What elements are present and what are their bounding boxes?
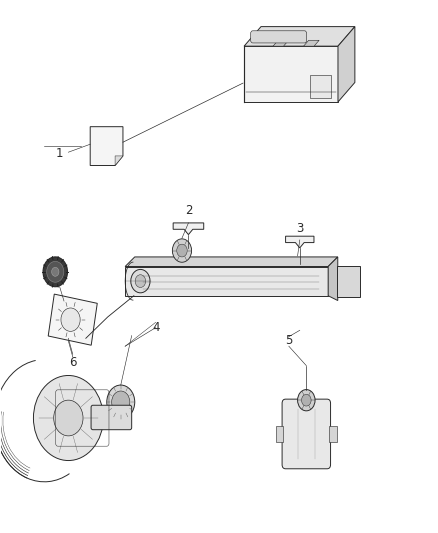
- Polygon shape: [244, 27, 355, 46]
- Polygon shape: [244, 46, 338, 102]
- Polygon shape: [273, 41, 289, 46]
- Circle shape: [33, 375, 103, 461]
- Circle shape: [61, 308, 80, 332]
- FancyBboxPatch shape: [282, 399, 331, 469]
- Bar: [329, 426, 337, 442]
- FancyBboxPatch shape: [337, 265, 360, 297]
- Polygon shape: [125, 257, 338, 266]
- Circle shape: [301, 394, 311, 406]
- Text: 6: 6: [69, 356, 77, 369]
- Polygon shape: [338, 27, 355, 102]
- Circle shape: [43, 257, 67, 287]
- Text: 4: 4: [152, 321, 159, 334]
- Polygon shape: [90, 127, 123, 165]
- FancyBboxPatch shape: [251, 31, 307, 43]
- Text: 2: 2: [185, 204, 192, 217]
- Circle shape: [112, 391, 130, 413]
- Text: 5: 5: [285, 334, 293, 348]
- Circle shape: [47, 261, 64, 282]
- Circle shape: [131, 269, 150, 293]
- Circle shape: [54, 400, 83, 436]
- Text: 3: 3: [296, 222, 304, 235]
- Polygon shape: [328, 257, 338, 301]
- Polygon shape: [48, 294, 97, 345]
- Bar: [276, 426, 283, 442]
- FancyBboxPatch shape: [125, 266, 328, 296]
- Polygon shape: [286, 236, 314, 248]
- Polygon shape: [173, 223, 204, 235]
- Polygon shape: [115, 156, 123, 165]
- Circle shape: [173, 239, 191, 262]
- Polygon shape: [304, 41, 319, 46]
- Bar: [310, 75, 331, 98]
- Circle shape: [297, 390, 315, 411]
- Circle shape: [135, 274, 146, 287]
- Circle shape: [177, 244, 187, 257]
- Text: 1: 1: [56, 147, 64, 160]
- FancyBboxPatch shape: [91, 405, 132, 430]
- Circle shape: [107, 385, 135, 419]
- Circle shape: [52, 268, 59, 276]
